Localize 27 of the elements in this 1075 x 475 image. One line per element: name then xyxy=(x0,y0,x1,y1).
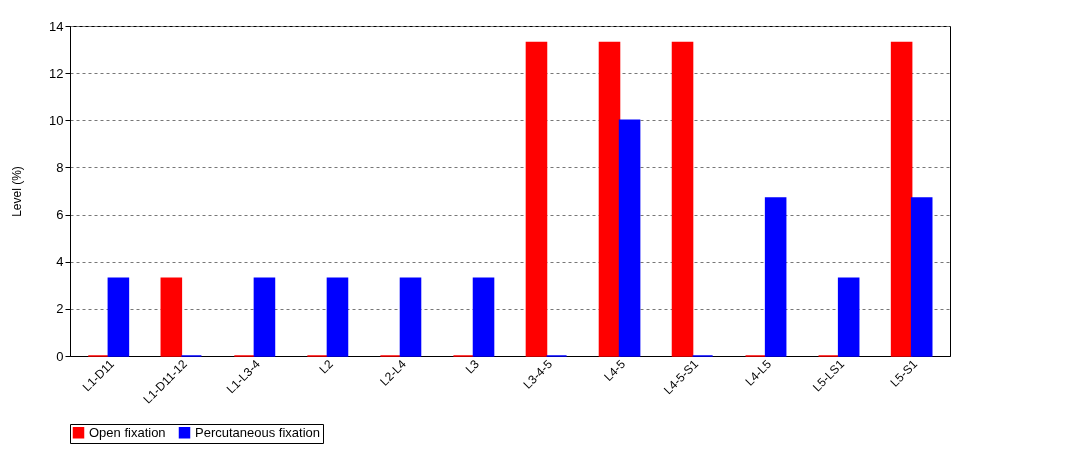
y-tick-label: 0 xyxy=(56,348,64,364)
bar xyxy=(598,41,621,357)
y-tick-label: 14 xyxy=(49,18,64,34)
legend-label: Open fixation xyxy=(89,424,166,440)
bar xyxy=(326,277,349,357)
legend-label: Percutaneous fixation xyxy=(195,424,321,440)
y-axis-title: Level (%) xyxy=(10,166,25,217)
x-tick-label: L3 xyxy=(462,356,483,377)
y-tick-label: 6 xyxy=(56,207,64,223)
bar xyxy=(618,119,641,357)
bar xyxy=(764,197,787,357)
y-tick-label: 8 xyxy=(56,159,64,175)
bar xyxy=(837,277,860,357)
bar xyxy=(399,277,422,357)
bar xyxy=(671,41,694,357)
bar xyxy=(107,277,130,357)
y-tick-label: 10 xyxy=(49,112,64,128)
bar xyxy=(160,277,183,357)
bar xyxy=(472,277,495,357)
y-tick-label: 12 xyxy=(49,65,64,81)
bar xyxy=(910,197,933,357)
bar xyxy=(890,41,913,357)
bar xyxy=(525,41,548,357)
y-tick-label: 2 xyxy=(56,301,64,317)
bar xyxy=(253,277,276,357)
x-tick-label: L2 xyxy=(316,356,337,377)
y-tick-label: 4 xyxy=(56,254,64,270)
